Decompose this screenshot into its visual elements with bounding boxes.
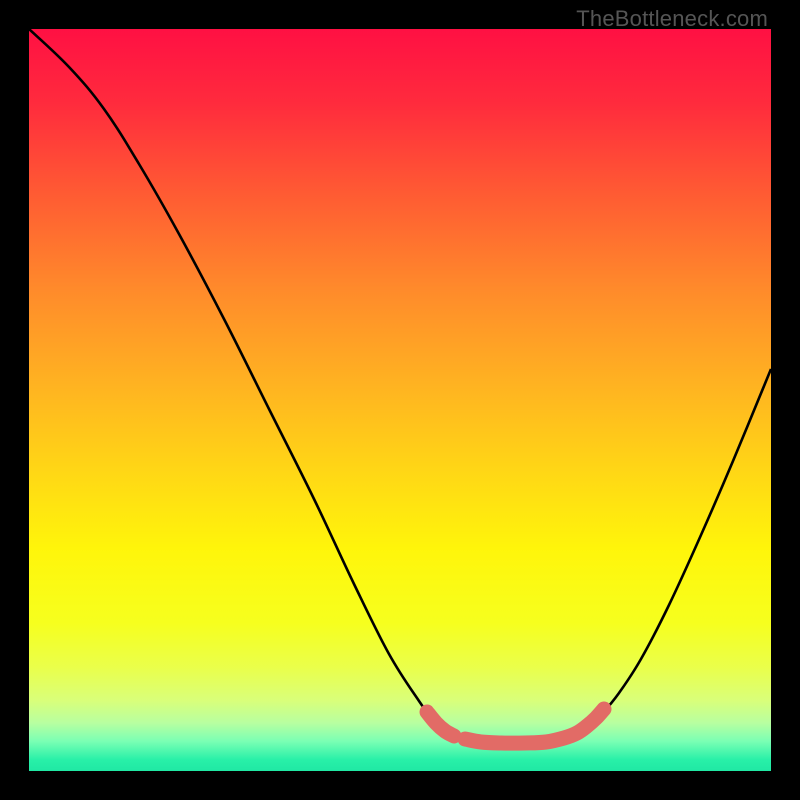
- bottleneck-curve: [29, 29, 771, 743]
- highlight-segment-1: [427, 712, 454, 736]
- watermark-text: TheBottleneck.com: [576, 6, 768, 32]
- highlight-segment-2: [465, 709, 604, 743]
- chart-frame: TheBottleneck.com: [0, 0, 800, 800]
- plot-area: [29, 29, 771, 771]
- curves-svg: [29, 29, 771, 771]
